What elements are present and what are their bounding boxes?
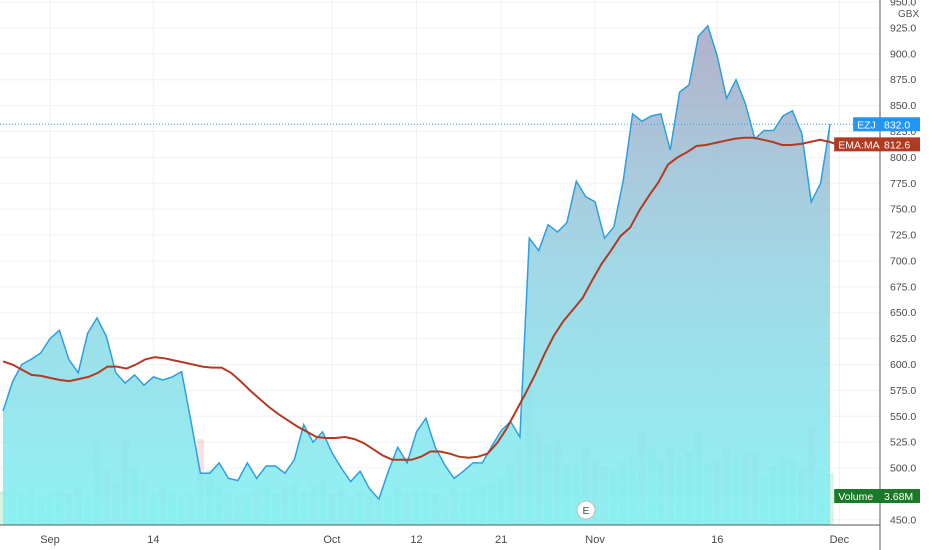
last-price-name-box — [853, 117, 880, 132]
price-labels: EZJ 832.0 EMA:MA 812.6 Volume 3.68M E — [0, 117, 920, 520]
x-tick-label: 14 — [147, 534, 159, 546]
earnings-marker-icon — [576, 500, 596, 520]
y-tick-label: 500.0 — [890, 463, 916, 475]
x-tick-label: Sep — [40, 534, 60, 546]
currency-label: GBX — [898, 9, 919, 20]
x-tick-label: 12 — [410, 534, 422, 546]
ema-last-value-box — [880, 137, 920, 152]
y-tick-label: 725.0 — [890, 230, 916, 242]
volume-last-name-box — [834, 489, 880, 503]
volume-last-value-box — [880, 489, 920, 503]
y-tick-label: 800.0 — [890, 152, 916, 164]
y-tick-label: 625.0 — [890, 333, 916, 345]
y-tick-label: 950.0 — [890, 0, 916, 9]
y-tick-label: 875.0 — [890, 74, 916, 86]
y-tick-label: 650.0 — [890, 307, 916, 319]
y-tick-label: 925.0 — [890, 22, 916, 34]
x-tick-label: Oct — [323, 534, 340, 546]
y-tick-label: 775.0 — [890, 178, 916, 190]
volume-last-name: Volume — [838, 491, 873, 503]
price-area — [2, 24, 831, 526]
ema-path — [2, 136, 858, 461]
volume-last-value: 3.68M — [884, 491, 913, 503]
y-tick-label: 550.0 — [890, 411, 916, 423]
y-tick-label: 600.0 — [890, 359, 916, 371]
y-tick-label: 900.0 — [890, 48, 916, 60]
last-price-value-box — [880, 117, 920, 132]
y-tick-label: 575.0 — [890, 385, 916, 397]
x-tick-label: Nov — [585, 534, 605, 546]
y-tick-label: 675.0 — [890, 281, 916, 293]
ema-last-name: EMA:MA — [838, 139, 879, 151]
ema-line — [2, 136, 858, 461]
y-tick-label: 450.0 — [890, 514, 916, 526]
ema-last-name-box — [834, 137, 880, 152]
earnings-marker-label: E — [582, 505, 589, 517]
x-tick-label: 16 — [711, 534, 723, 546]
last-price-value: 832.0 — [884, 119, 910, 131]
y-tick-label: 525.0 — [890, 437, 916, 449]
x-tick-label: 21 — [495, 534, 507, 546]
y-tick-label: 750.0 — [890, 204, 916, 216]
x-tick-label: Dec — [830, 534, 850, 546]
last-price-name: EZJ — [857, 119, 876, 131]
y-tick-label: 850.0 — [890, 100, 916, 112]
y-tick-label: 700.0 — [890, 255, 916, 267]
price-area-fill — [3, 25, 830, 526]
price-line — [2, 24, 831, 501]
ema-last-value: 812.6 — [884, 139, 910, 151]
